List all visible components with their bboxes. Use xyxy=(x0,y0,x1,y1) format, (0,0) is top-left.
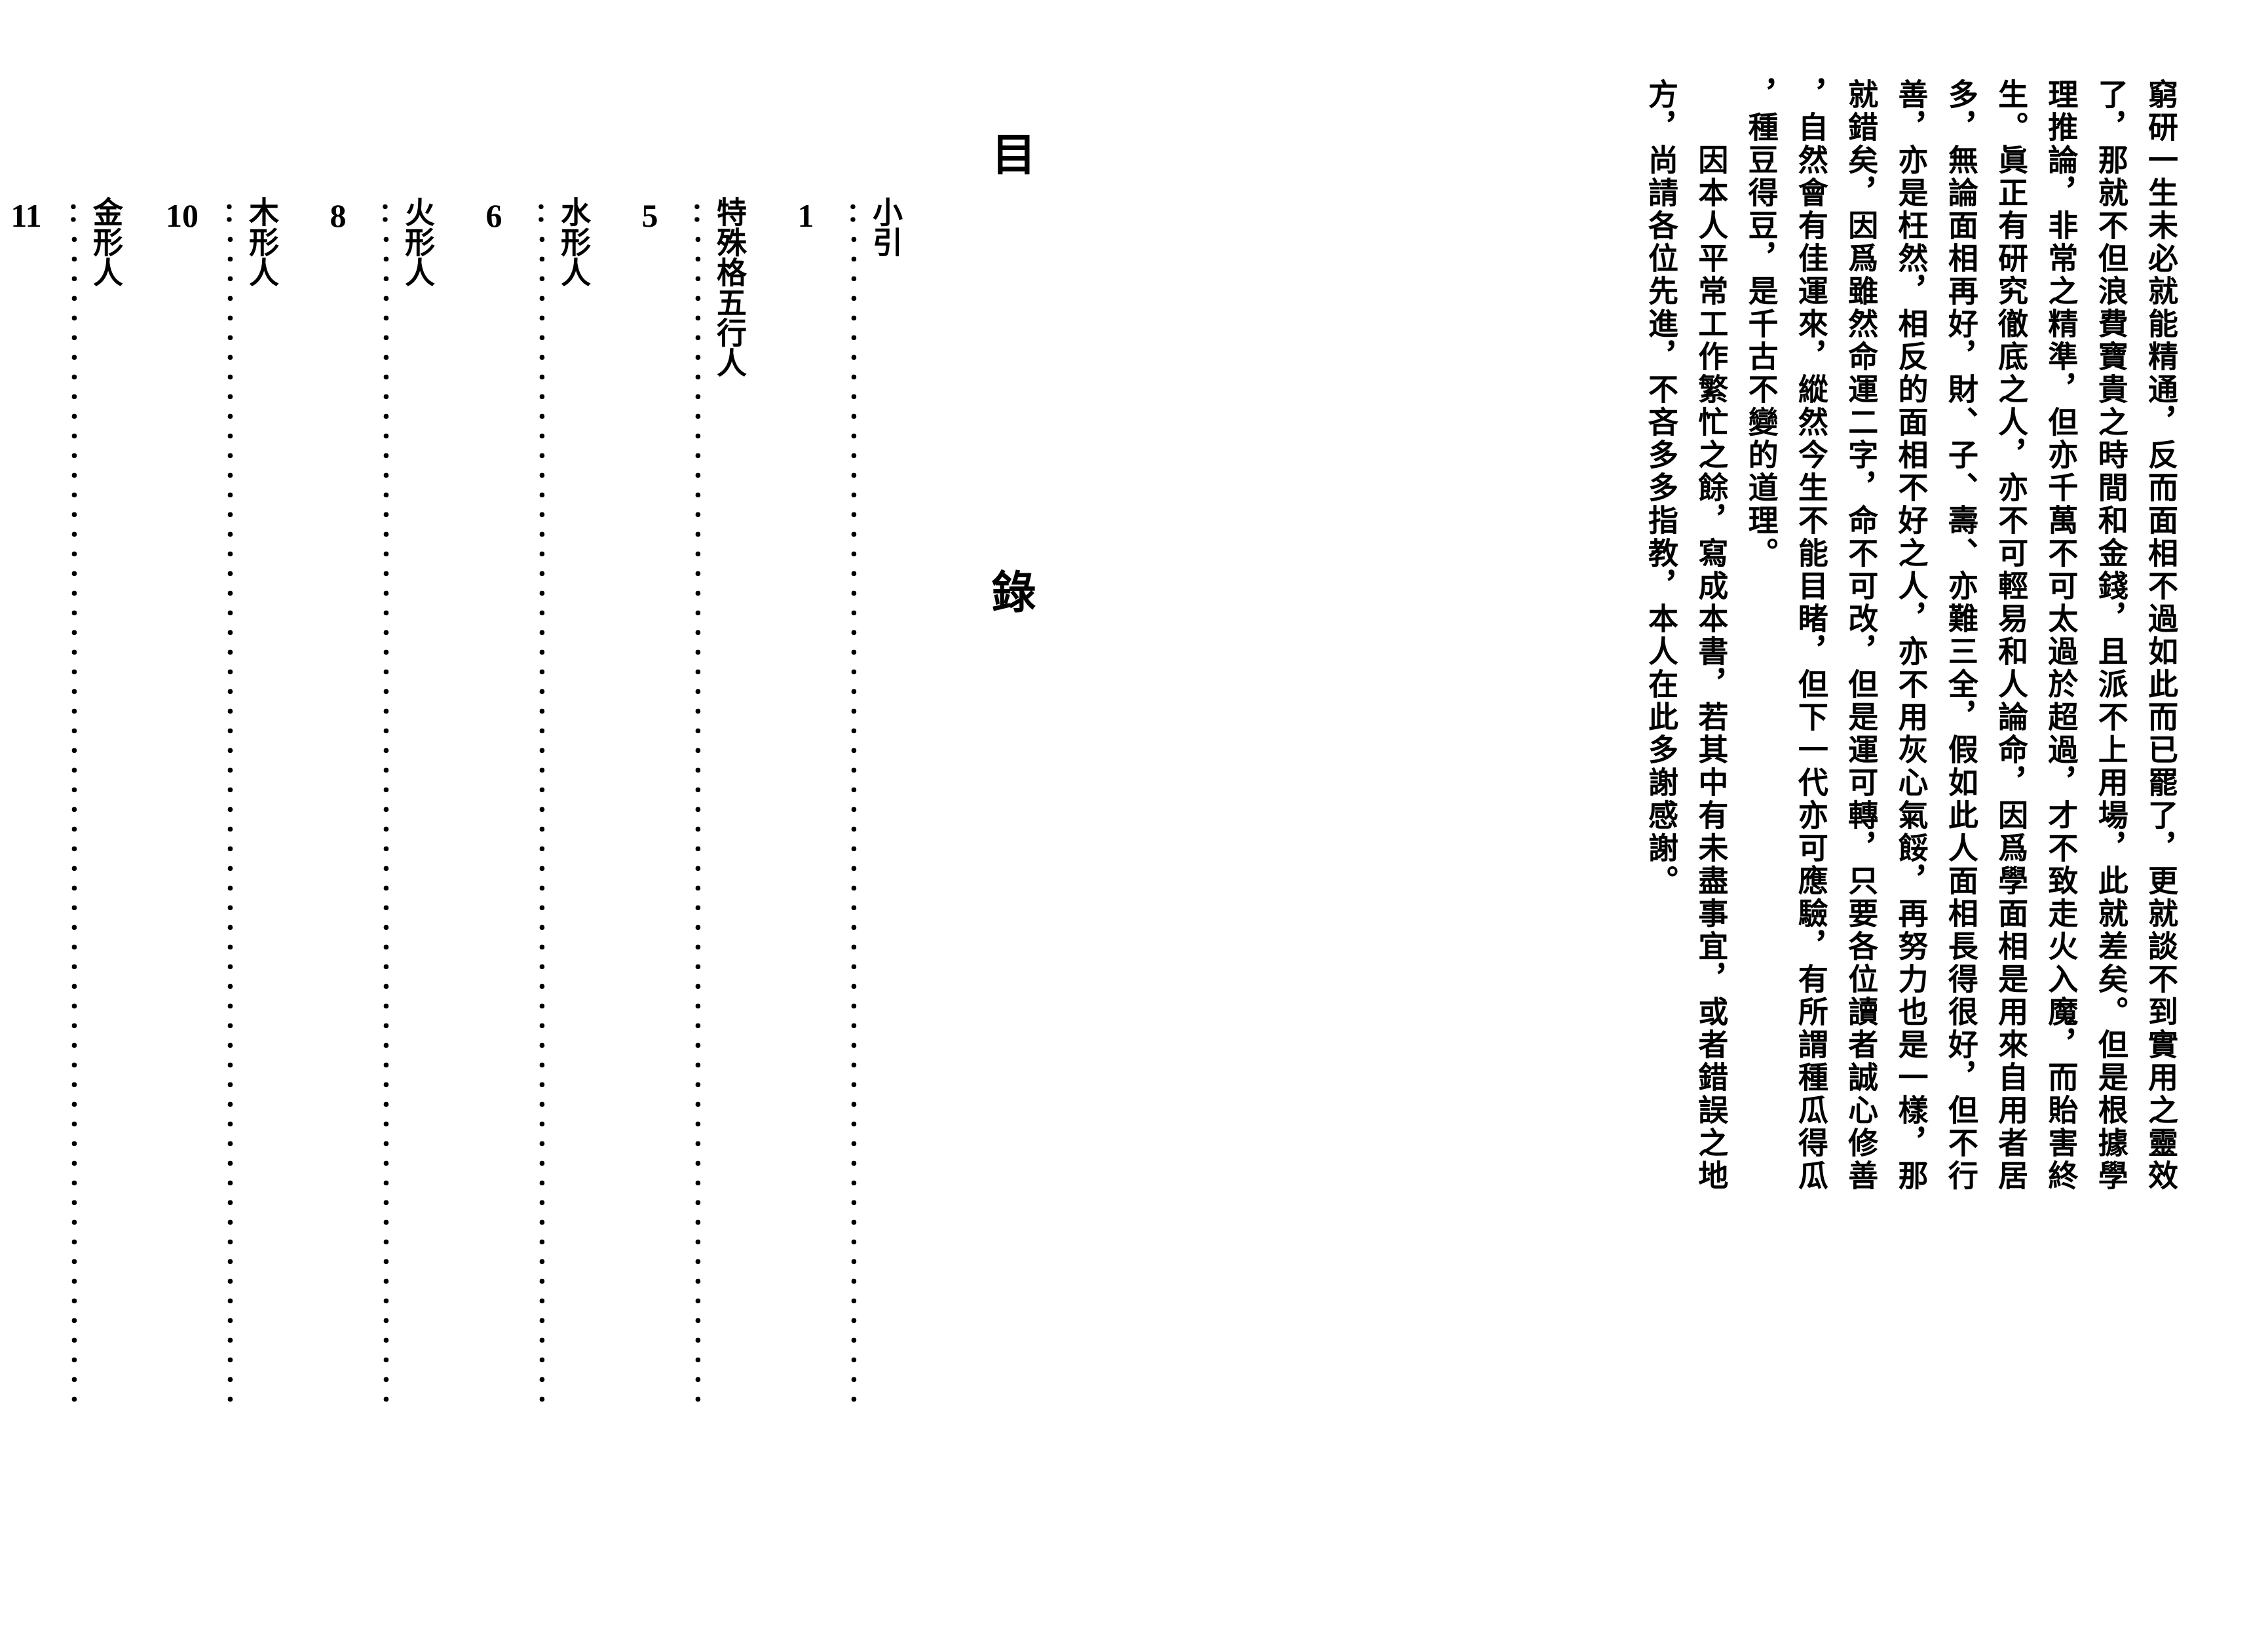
toc-page-number: 8 xyxy=(318,197,358,1455)
toc-title: 目錄 xyxy=(977,79,1042,1006)
toc-entry: 小引：．．．．．．．．．．．．．．．．．．．．．．．．．．．．．．．．．．．．．… xyxy=(786,79,907,1455)
prose-column: 多，無論面相再好，財、子、壽、亦難三全，假如此人面相長得很好，但不行 xyxy=(1945,79,1976,1520)
toc-entry: 金形人：．．．．．．．．．．．．．．．．．．．．．．．．．．．．．．．．．．．．… xyxy=(7,79,127,1455)
toc-leader-dots: ：．．．．．．．．．．．．．．．．．．．．．．．．．．．．．．．．．．．．．．．… xyxy=(358,197,396,1455)
prose-column: 善，亦是枉然，相反的面相不好之人，亦不用灰心氣餒，再努力也是一樣，那 xyxy=(1895,79,1926,1520)
prose-column: 了，那就不但浪費寶貴之時間和金錢，且派不上用場，此就差矣。但是根據學 xyxy=(2094,79,2126,1520)
toc-leader-dots: ：．．．．．．．．．．．．．．．．．．．．．．．．．．．．．．．．．．．．．．．… xyxy=(825,197,863,1455)
toc-leader-dots: ：．．．．．．．．．．．．．．．．．．．．．．．．．．．．．．．．．．．．．．．… xyxy=(46,197,84,1455)
prose-column: 窮研一生未必就能精通，反而面相不過如此而已罷了，更就談不到實用之靈效 xyxy=(2145,79,2176,1520)
toc-label: 小引 xyxy=(863,197,907,1455)
toc-page-number: 5 xyxy=(630,197,670,1455)
toc-leader-dots: ：．．．．．．．．．．．．．．．．．．．．．．．．．．．．．．．．．．．．．．．… xyxy=(670,197,708,1455)
toc-page-number: 1 xyxy=(786,197,825,1455)
toc-label: 金形人 xyxy=(84,197,127,1455)
toc-label: 特殊格五行人 xyxy=(708,197,751,1455)
prose-column: ，種豆得豆，是千古不變的道理。 xyxy=(1745,79,1776,1520)
prose-column: 方，尚請各位先進，不吝多多指教，本人在此多謝感謝。 xyxy=(1645,79,1676,1520)
toc-entry: 火形人：．．．．．．．．．．．．．．．．．．．．．．．．．．．．．．．．．．．．… xyxy=(318,79,439,1455)
toc-page-number: 6 xyxy=(474,197,514,1455)
toc-label: 木形人 xyxy=(240,197,283,1455)
prose-column: 因本人平常工作繁忙之餘，寫成本書，若其中有未盡事宜，或者錯誤之地 xyxy=(1695,79,1726,1520)
prose-column: 生。眞正有研究徹底之人，亦不可輕易和人論命，因爲學面相是用來自用者居 xyxy=(1995,79,2026,1520)
toc-entry: 木形人：．．．．．．．．．．．．．．．．．．．．．．．．．．．．．．．．．．．．… xyxy=(162,79,283,1455)
toc-label: 火形人 xyxy=(396,197,439,1455)
toc-entry: 特殊格五行人：．．．．．．．．．．．．．．．．．．．．．．．．．．．．．．．．．… xyxy=(630,79,751,1455)
prose-column: ，自然會有佳運來，縱然今生不能目睹，但下一代亦可應驗，有所謂種瓜得瓜 xyxy=(1795,79,1826,1520)
toc-page-number: 10 xyxy=(162,197,202,1455)
prose-column: 就錯矣，因爲雖然命運二字，命不可改，但是運可轉，只要各位讀者誠心修善 xyxy=(1845,79,1876,1520)
toc-entry: 水形人：．．．．．．．．．．．．．．．．．．．．．．．．．．．．．．．．．．．．… xyxy=(474,79,595,1455)
toc-page-number: 11 xyxy=(7,197,46,1455)
toc-label: 水形人 xyxy=(552,197,595,1455)
toc-leader-dots: ：．．．．．．．．．．．．．．．．．．．．．．．．．．．．．．．．．．．．．．．… xyxy=(514,197,552,1455)
toc-leader-dots: ：．．．．．．．．．．．．．．．．．．．．．．．．．．．．．．．．．．．．．．．… xyxy=(202,197,240,1455)
page-right: 窮研一生未必就能精通，反而面相不過如此而已罷了，更就談不到實用之靈效了，那就不但… xyxy=(1134,0,2268,1625)
prose-column: 理推論，非常之精準，但亦千萬不可太過於超過，才不致走火入魔，而貽害終 xyxy=(2045,79,2076,1520)
toc-container: 小引：．．．．．．．．．．．．．．．．．．．．．．．．．．．．．．．．．．．．．… xyxy=(0,79,907,1455)
page-left: 目錄 小引：．．．．．．．．．．．．．．．．．．．．．．．．．．．．．．．．．．… xyxy=(0,0,1134,1625)
